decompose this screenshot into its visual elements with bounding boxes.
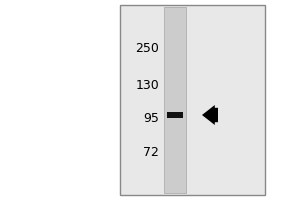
Text: 95: 95 xyxy=(143,112,159,124)
Text: 130: 130 xyxy=(135,79,159,92)
Text: A549: A549 xyxy=(169,0,201,3)
Text: 250: 250 xyxy=(135,42,159,54)
Text: 72: 72 xyxy=(143,146,159,158)
